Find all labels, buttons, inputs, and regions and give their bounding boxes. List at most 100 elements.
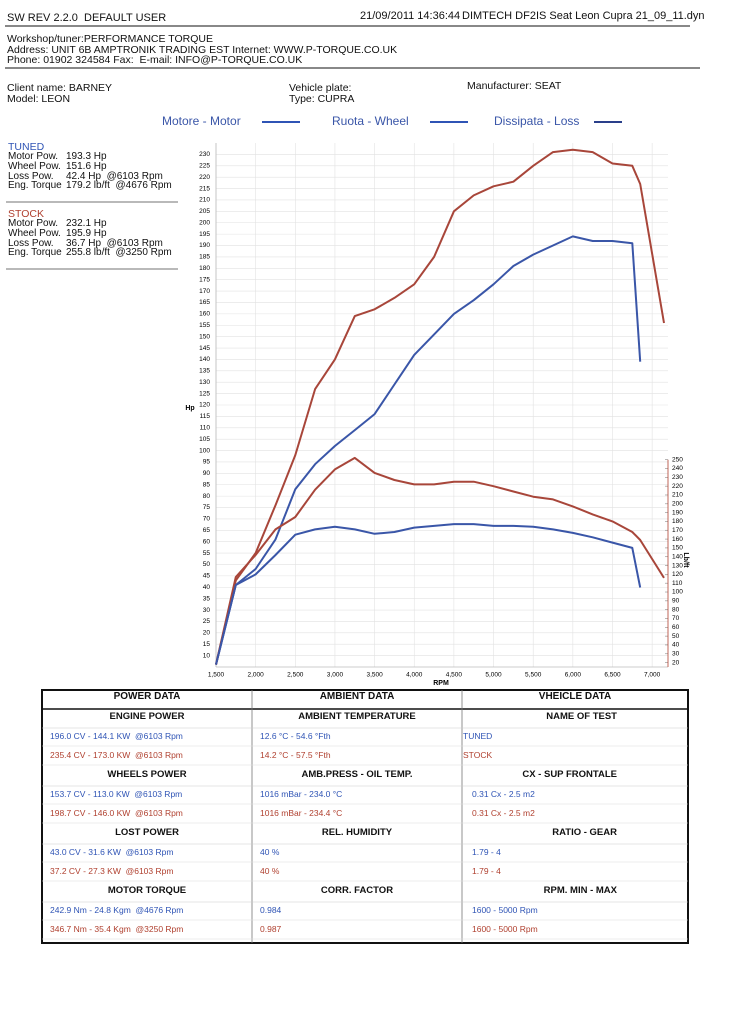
- y2-tick-label: 160: [672, 536, 683, 543]
- x-tick-label: 2,500: [287, 672, 304, 679]
- y-tick-label: 150: [199, 333, 210, 340]
- table-cell: 40 %: [260, 847, 280, 857]
- y-tick-label: 190: [199, 242, 210, 249]
- y-tick-label: 175: [199, 276, 210, 283]
- table-cell: 1600 - 5000 Rpm: [472, 924, 538, 934]
- y2-tick-label: 50: [672, 633, 680, 640]
- manufacturer: Manufacturer: SEAT: [467, 80, 562, 92]
- summary-value: 232.1 Hp: [66, 218, 107, 229]
- group-label: REL. HUMIDITY: [321, 827, 393, 838]
- y-tick-label: 60: [203, 538, 211, 545]
- y-tick-label: 95: [203, 459, 211, 466]
- summary-label: Motor Pow.: [8, 151, 59, 162]
- y-tick-label: 90: [203, 470, 211, 477]
- table-cell: 0.984: [260, 905, 282, 915]
- y-tick-label: 40: [203, 584, 211, 591]
- y-tick-label: 160: [199, 311, 210, 318]
- y2-tick-label: 80: [672, 606, 680, 613]
- summary-label: Loss Pow.: [8, 170, 54, 182]
- y2-tick-label: 90: [672, 598, 680, 605]
- y-tick-label: 15: [203, 641, 211, 648]
- table-header: POWER DATA: [113, 691, 181, 702]
- y-tick-label: 25: [203, 618, 211, 625]
- y2-tick-label: 240: [672, 465, 683, 472]
- y-tick-label: 165: [199, 299, 210, 306]
- y-tick-label: 70: [203, 516, 211, 523]
- group-label: LOST POWER: [115, 827, 179, 838]
- summary-value: 193.3 Hp: [66, 151, 107, 162]
- summary-value: 36.7 Hp @6103 Rpm: [66, 237, 163, 249]
- table-cell: 1.79 - 4: [472, 866, 501, 876]
- summary-value: 179.2 lb/ft @4676 Rpm: [66, 180, 172, 192]
- table-cell: TUNED: [463, 731, 493, 741]
- table-cell: 40 %: [260, 866, 280, 876]
- y-tick-label: 120: [199, 402, 210, 409]
- y-tick-label: 225: [199, 163, 210, 170]
- y-tick-label: 100: [199, 447, 210, 454]
- y2-tick-label: 220: [672, 483, 683, 490]
- software-version: SW REV 2.2.0 DEFAULT USER: [7, 12, 167, 24]
- summary-label: Loss Pow.: [8, 237, 54, 249]
- summary-value: 42.4 Hp @6103 Rpm: [66, 170, 163, 182]
- y-tick-label: 155: [199, 322, 210, 329]
- y2-tick-label: 20: [672, 659, 680, 666]
- workshop-line: Workshop/tuner:PERFORMANCE TORQUE: [7, 33, 213, 45]
- table-cell: STOCK: [463, 750, 493, 760]
- y-tick-label: 10: [203, 652, 211, 659]
- data-line: [215, 235, 642, 665]
- table-cell: 12.6 °C - 54.6 °Fth: [260, 731, 331, 741]
- x-tick-label: 1,500: [208, 672, 225, 679]
- group-label: WHEELS POWER: [107, 769, 187, 780]
- y-tick-label: 125: [199, 390, 210, 397]
- table-cell: 346.7 Nm - 35.4 Kgm @3250 Rpm: [50, 924, 184, 934]
- y2-tick-label: 120: [672, 571, 683, 578]
- summary-label: Eng. Torque: [8, 247, 62, 259]
- workshop-line: Phone: 01902 324584 Fax: E-mail: INFO@P-…: [7, 54, 303, 66]
- data-line: [215, 148, 665, 665]
- y-tick-label: 195: [199, 231, 210, 238]
- table-cell: 0.31 Cx - 2.5 m2: [472, 808, 535, 818]
- table-cell: 242.9 Nm - 24.8 Kgm @4676 Rpm: [50, 905, 184, 915]
- y2-tick-label: 140: [672, 553, 683, 560]
- group-label: MOTOR TORQUE: [107, 885, 187, 896]
- y2-tick-label: 190: [672, 509, 683, 516]
- data-line: [215, 456, 665, 665]
- y2-tick-label: 200: [672, 501, 683, 508]
- table-cell: 0.987: [260, 924, 282, 934]
- y-tick-label: 80: [203, 493, 211, 500]
- summary-label: Wheel Pow.: [8, 227, 61, 239]
- table-cell: 235.4 CV - 173.0 KW @6103 Rpm: [50, 750, 183, 760]
- client-name: Client name: BARNEY: [7, 82, 113, 94]
- y-tick-label: 220: [199, 174, 210, 181]
- legend-label: Ruota - Wheel: [332, 114, 409, 128]
- y-tick-label: 215: [199, 185, 210, 192]
- report-datetime: 21/09/2011 14:36:44: [360, 10, 461, 22]
- x-tick-label: 2,000: [248, 672, 265, 679]
- y-tick-label: 170: [199, 288, 210, 295]
- table-cell: 153.7 CV - 113.0 KW @6103 Rpm: [50, 789, 183, 799]
- y2-tick-label: 60: [672, 624, 680, 631]
- y2-tick-label: 210: [672, 492, 683, 499]
- y-tick-label: 105: [199, 436, 210, 443]
- x-tick-label: 5,500: [525, 672, 542, 679]
- table-header: VHEICLE DATA: [538, 691, 612, 702]
- y-tick-label: 230: [199, 151, 210, 158]
- y-tick-label: 35: [203, 595, 211, 602]
- summary-value: 151.6 Hp: [66, 160, 107, 172]
- x-tick-label: 4,000: [406, 672, 423, 679]
- y2-axis-label: Lb/ft: [682, 552, 689, 568]
- y-tick-label: 75: [203, 504, 211, 511]
- x-tick-label: 3,500: [366, 672, 383, 679]
- table-cell: 43.0 CV - 31.6 KW @6103 Rpm: [50, 847, 174, 857]
- table-cell: 196.0 CV - 144.1 KW @6103 Rpm: [50, 731, 183, 741]
- group-label: ENGINE POWER: [109, 711, 185, 722]
- y-tick-label: 140: [199, 356, 210, 363]
- group-label: RPM. MIN - MAX: [543, 885, 617, 896]
- y-tick-label: 20: [203, 630, 211, 637]
- summary-value: 195.9 Hp: [66, 227, 107, 239]
- table-cell: 14.2 °C - 57.5 °Fth: [260, 750, 331, 760]
- table-cell: 1.79 - 4: [472, 847, 501, 857]
- y-tick-label: 135: [199, 368, 210, 375]
- y-tick-label: 130: [199, 379, 210, 386]
- table-cell: 0.31 Cx - 2.5 m2: [472, 789, 535, 799]
